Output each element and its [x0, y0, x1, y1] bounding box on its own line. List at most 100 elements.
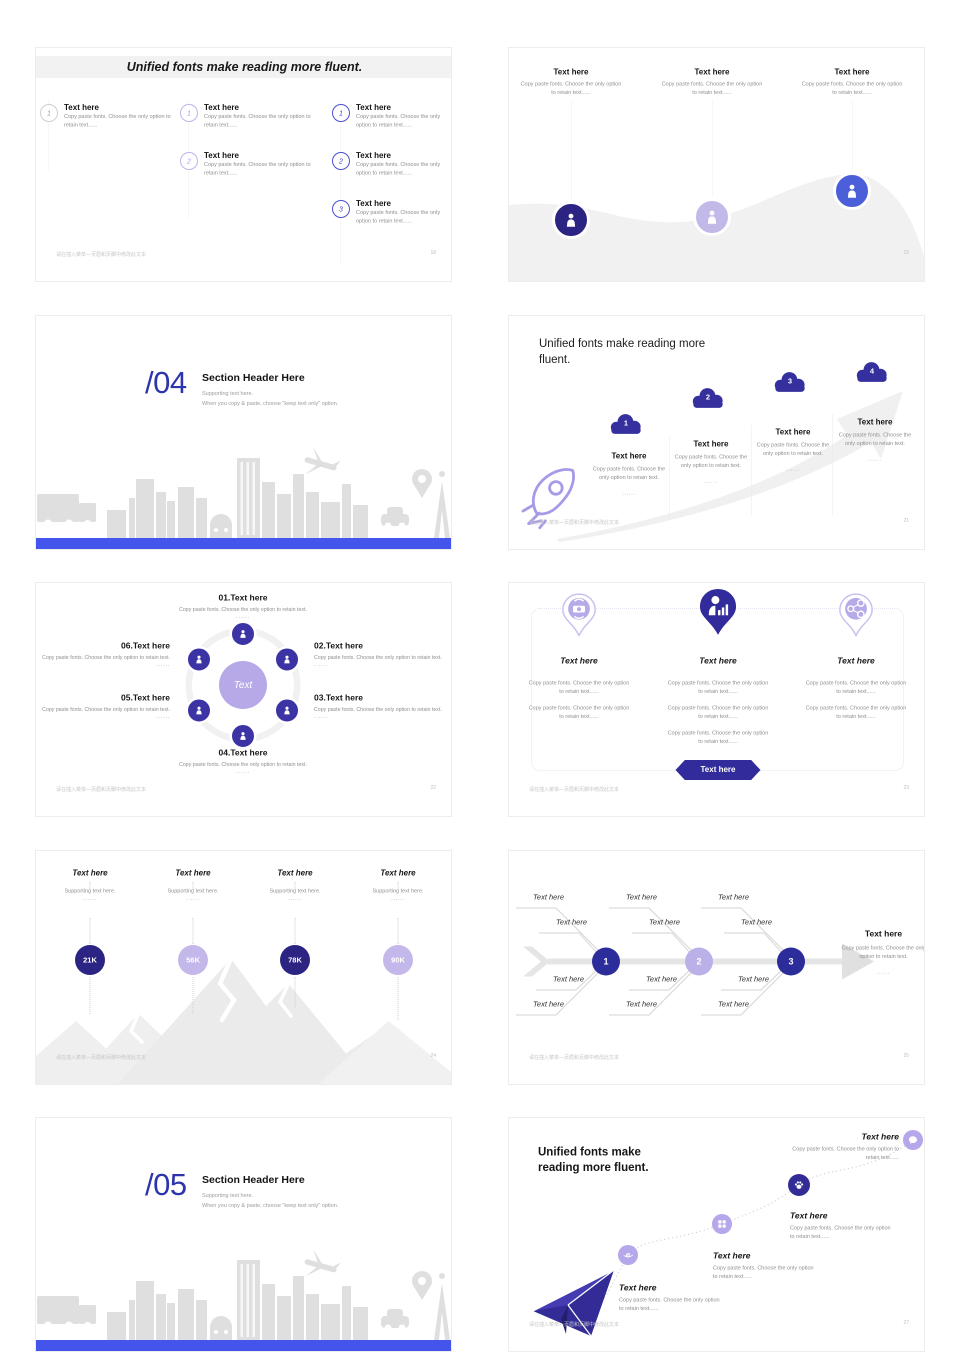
item-body: Supporting text here. — [372, 888, 424, 894]
accent-bar — [36, 1340, 451, 1351]
stat-value: 21K — [83, 955, 97, 965]
slide-25-thumbnail[interactable]: Text here Text here Text here Text here … — [508, 850, 925, 1085]
page-number: 18 — [430, 250, 436, 256]
journey-step-2: Text here Copy paste fonts. Choose the o… — [713, 1251, 823, 1281]
stat-column: Text here Supporting text here. ...... — [245, 869, 345, 902]
page-number: 27 — [903, 1320, 909, 1326]
dotted-connector — [294, 977, 296, 1007]
slide-22-content: 01.Text here Copy paste fonts. Choose th… — [36, 583, 451, 816]
hub-label-03: 03.Text here Copy paste fonts. Choose th… — [314, 693, 449, 720]
item-body: Copy paste fonts. Choose the only option… — [790, 1225, 891, 1240]
step-number: 1 — [187, 109, 191, 117]
dotted-connector — [294, 918, 296, 944]
hub-center-label: Text — [233, 679, 253, 691]
step-number-circle: 1 — [332, 104, 350, 122]
ellipsis: ...... — [156, 661, 170, 668]
step-number: 2 — [705, 393, 711, 402]
item-title: Text here — [64, 103, 99, 113]
dotted-connector — [397, 882, 399, 890]
branch-label: Text here — [649, 918, 680, 927]
ellipsis: ...... — [314, 713, 328, 720]
dotted-connector — [294, 882, 296, 890]
stat-value-circle: 56K — [178, 945, 208, 975]
slide-23-content: Text here Copy paste fonts. Choose the o… — [509, 583, 924, 816]
step-number-circle: 2 — [180, 152, 198, 170]
person-icon — [273, 697, 301, 724]
ellipsis: ...... — [236, 768, 250, 775]
item-title: 05.Text here — [121, 693, 170, 703]
slide-title: Unified fonts make reading more fluent. — [538, 1145, 649, 1174]
slide-27-thumbnail[interactable]: Unified fonts make reading more fluent. … — [508, 1117, 925, 1352]
item-title: Text here — [864, 929, 903, 939]
slide-20-thumbnail[interactable]: /04 Section Header Here Supporting text … — [35, 315, 452, 550]
person-icon — [185, 646, 213, 673]
slide-27-content: Unified fonts make reading more fluent. … — [509, 1118, 924, 1351]
branch-label: Text here — [718, 893, 749, 902]
slide-title: Unified fonts make reading more fluent. — [126, 59, 363, 74]
slide-18-content: Unified fonts make reading more fluent. … — [36, 48, 451, 281]
step-number: 3 — [788, 956, 794, 967]
person-icon — [273, 646, 301, 673]
item-title: Text here — [693, 440, 729, 449]
item-title: Text here — [775, 428, 811, 437]
cloud-step-icon: 3 — [772, 371, 808, 393]
person-icon — [229, 722, 257, 750]
slide-22-thumbnail[interactable]: 01.Text here Copy paste fonts. Choose th… — [35, 582, 452, 817]
slide-23-thumbnail[interactable]: Text here Copy paste fonts. Choose the o… — [508, 582, 925, 817]
slide-24-thumbnail[interactable]: Text here Supporting text here. ...... T… — [35, 850, 452, 1085]
item-body: Supporting text here. — [269, 888, 321, 894]
person-icon — [552, 201, 590, 239]
pin-column-2: Text here Copy paste fonts. Choose the o… — [666, 656, 771, 746]
item-body: Copy paste fonts. Choose the only option… — [841, 945, 925, 960]
step-text-column: Text here Copy paste fonts. Choose the o… — [671, 440, 751, 484]
slide-21-thumbnail[interactable]: Unified fonts make reading more fluent. … — [508, 315, 925, 550]
branch-label: Text here — [738, 975, 769, 984]
slide-26-content: /05 Section Header Here Supporting text … — [36, 1118, 451, 1351]
item-title: Text here — [837, 656, 875, 666]
slide-26-thumbnail[interactable]: /05 Section Header Here Supporting text … — [35, 1117, 452, 1352]
item-title: Text here — [857, 418, 893, 427]
cta-button[interactable]: Text here — [675, 760, 761, 780]
hub-label-02: 02.Text here Copy paste fonts. Choose th… — [314, 641, 449, 668]
stat-value: 56K — [186, 955, 200, 965]
ellipsis: ...... — [876, 969, 891, 976]
item-title: Text here — [560, 656, 598, 666]
slide-18-thumbnail[interactable]: Unified fonts make reading more fluent. … — [35, 47, 452, 282]
section-title: Section Header Here — [202, 1174, 305, 1186]
item-body: Copy paste fonts. Choose the only option… — [667, 730, 769, 745]
ellipsis: ...... — [156, 713, 170, 720]
slide-19-content: Text here Copy paste fonts. Choose the o… — [509, 48, 924, 281]
item-title: Text here — [619, 1283, 657, 1293]
item-body: Copy paste fonts. Choose the only option… — [838, 432, 912, 447]
hub-label-01: 01.Text here Copy paste fonts. Choose th… — [118, 593, 368, 620]
item-body: Copy paste fonts. Choose the only option… — [792, 1146, 899, 1161]
ellipsis: ...... — [786, 466, 800, 473]
step-number-circle: 1 — [180, 104, 198, 122]
step-number: 1 — [47, 109, 51, 117]
branch-label: Text here — [741, 918, 772, 927]
item-body: Copy paste fonts. Choose the only option… — [528, 705, 630, 720]
footer-note: 请在插入菜单—页眉和页脚中修改此文本 — [529, 787, 619, 793]
slide-19-thumbnail[interactable]: Text here Copy paste fonts. Choose the o… — [508, 47, 925, 282]
summary-block: Text here Copy paste fonts. Choose the o… — [841, 929, 925, 976]
step-number: 1 — [623, 419, 629, 428]
ellipsis: ...... — [868, 456, 882, 463]
dotted-connector — [192, 882, 194, 890]
branch-label: Text here — [646, 975, 677, 984]
step-number: 3 — [787, 377, 793, 386]
item-title: Text here — [380, 869, 416, 878]
city-skyline-graphic — [37, 447, 450, 538]
item-body: Copy paste fonts. Choose the only option… — [314, 706, 442, 713]
section-subtitle-2: When you copy & paste, choose "keep text… — [202, 400, 339, 407]
item-title: Text here — [713, 1251, 751, 1261]
dotted-connector — [89, 882, 91, 890]
stat-value-circle: 78K — [280, 945, 310, 975]
item-body: Copy paste fonts. Choose the only option… — [356, 113, 441, 129]
item-body: Copy paste fonts. Choose the only option… — [674, 454, 748, 469]
connector-line — [712, 100, 713, 197]
item-body: Copy paste fonts. Choose the only option… — [592, 466, 666, 481]
ellipsis: ...... — [704, 478, 718, 485]
stat-column: Text here Supporting text here. ...... — [143, 869, 243, 902]
hub-label-05: 05.Text here Copy paste fonts. Choose th… — [42, 693, 170, 720]
ellipsis: ...... — [83, 895, 97, 902]
